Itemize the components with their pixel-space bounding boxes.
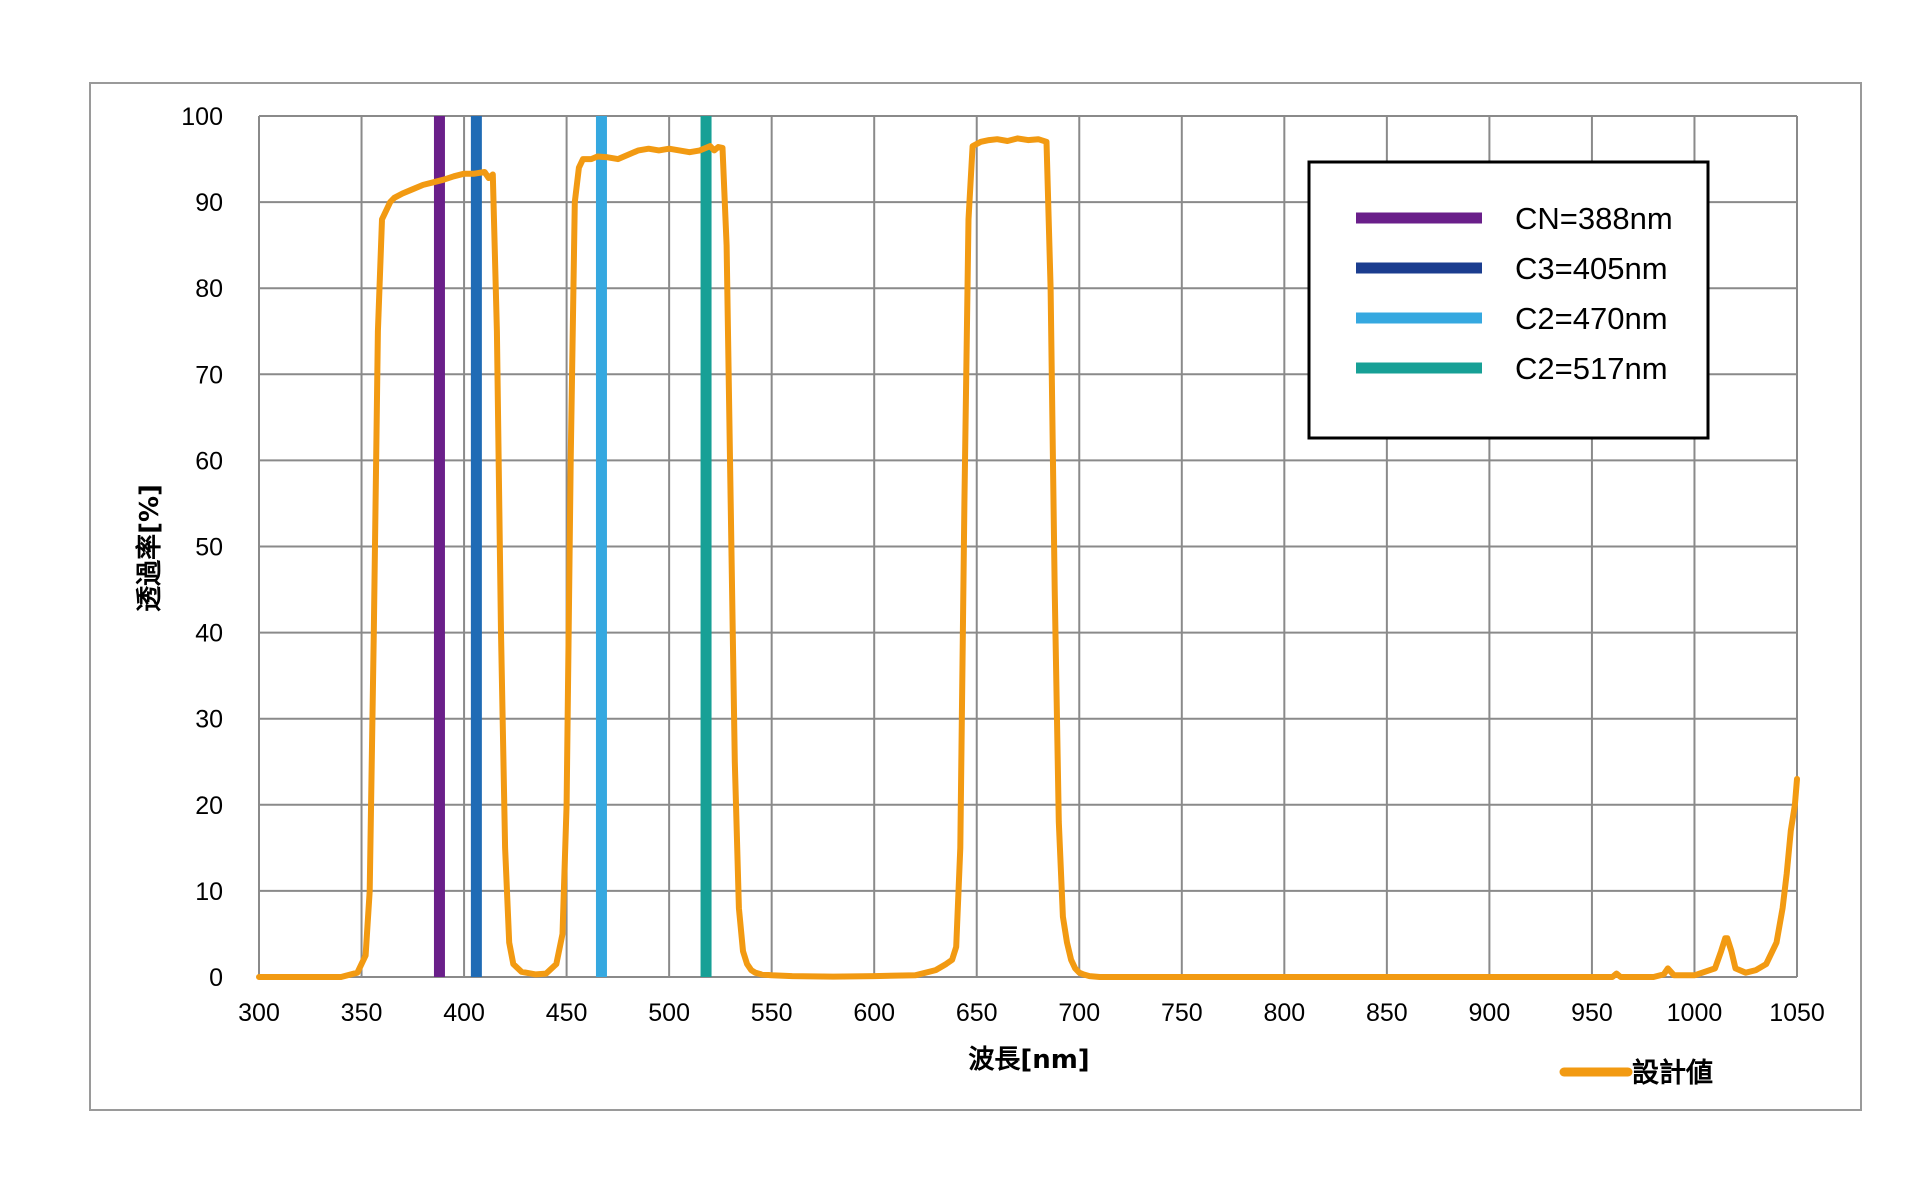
x-tick-label: 550	[751, 999, 793, 1027]
x-tick-label: 600	[853, 999, 895, 1027]
y-tick-label: 90	[195, 189, 223, 217]
x-tick-label: 400	[443, 999, 485, 1027]
y-tick-label: 60	[195, 447, 223, 475]
y-tick-label: 70	[195, 361, 223, 389]
legend-box: CN=388nm C3=405nm C2=470nm C2=517nm	[1307, 160, 1710, 440]
y-tick-label: 80	[195, 275, 223, 303]
legend-label: C2=470nm	[1515, 301, 1668, 336]
x-tick-label: 1050	[1769, 999, 1825, 1027]
y-tick-label: 100	[181, 103, 223, 131]
x-tick-label: 350	[341, 999, 383, 1027]
x-tick-label: 1000	[1667, 999, 1723, 1027]
y-tick-label: 20	[195, 792, 223, 820]
legend-series: 設計値	[1559, 1057, 1713, 1089]
x-tick-label: 950	[1571, 999, 1613, 1027]
legend-label: C2=517nm	[1515, 351, 1668, 386]
legend-items: CN=388nm C3=405nm C2=470nm C2=517nm	[1356, 201, 1673, 386]
x-tick-label: 750	[1161, 999, 1203, 1027]
legend-border	[1307, 160, 1710, 440]
y-tick-label: 10	[195, 878, 223, 906]
x-tick-label: 300	[238, 999, 280, 1027]
y-axis-title: 透過率[%]	[134, 484, 165, 612]
x-tick-labels: 300 350 400 450 500 550 600 650 700 750 800 850 900 9…	[238, 999, 1825, 1027]
transmittance-curve-group	[256, 135, 1800, 980]
x-tick-label: 450	[546, 999, 588, 1027]
y-tick-label: 0	[209, 964, 223, 992]
chart-frame	[89, 82, 1862, 1111]
y-tick-label: 40	[195, 620, 223, 648]
legend-label: C3=405nm	[1515, 251, 1668, 286]
x-tick-label: 700	[1058, 999, 1100, 1027]
legend-label: CN=388nm	[1515, 201, 1673, 236]
x-axis-title: 波長[nm]	[968, 1045, 1089, 1075]
reference-lines	[433, 116, 712, 977]
x-tick-label: 650	[956, 999, 998, 1027]
y-tick-label: 30	[195, 706, 223, 734]
x-tick-label: 900	[1469, 999, 1511, 1027]
x-tick-label: 800	[1263, 999, 1305, 1027]
transmittance-curve	[256, 135, 1800, 980]
legend-label-design: 設計値	[1632, 1057, 1713, 1089]
y-tick-label: 50	[195, 534, 223, 562]
x-tick-label: 850	[1366, 999, 1408, 1027]
x-tick-label: 500	[648, 999, 690, 1027]
y-tick-labels: 0 10 20 30 40 50 60 70 80 90 100	[181, 103, 223, 992]
